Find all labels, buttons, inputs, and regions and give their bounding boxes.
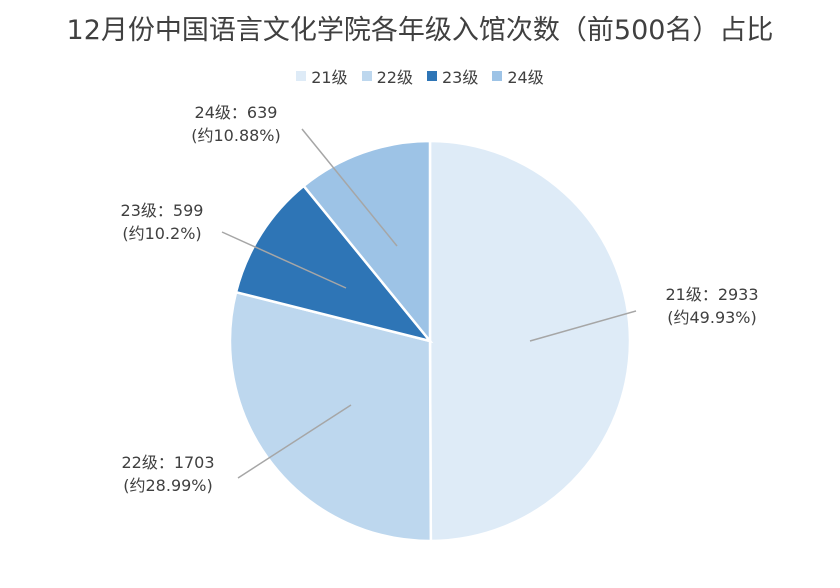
- pie-slice-1: [428, 139, 632, 543]
- legend-swatch: [427, 71, 437, 81]
- pie-slice-4: [301, 139, 432, 345]
- leader-line: [221, 231, 347, 289]
- legend-swatch: [296, 71, 307, 81]
- data-label-percent: (约10.2%): [122, 224, 201, 243]
- legend-swatch: [492, 71, 503, 81]
- legend-label: 22级: [376, 68, 413, 87]
- chart-title: 12月份中国语言文化学院各年级入馆次数（前500名）占比: [66, 15, 774, 46]
- pie-slice-2: [228, 290, 433, 543]
- leader-line: [237, 404, 352, 479]
- legend-swatch: [361, 71, 372, 81]
- legend-label: 23级: [442, 68, 479, 87]
- pie-slice-3: [234, 184, 434, 344]
- legend-item: 24级: [492, 64, 544, 88]
- data-label: 24级：639: [195, 103, 278, 122]
- data-label-percent: (约10.88%): [191, 126, 281, 145]
- legend-item: 22级: [361, 64, 413, 88]
- data-label: 22级：1703: [121, 453, 214, 472]
- leader-line: [529, 310, 637, 342]
- legend-item: 21级: [296, 64, 348, 88]
- legend-item: 23级: [427, 64, 478, 88]
- legend-label: 24级: [507, 68, 544, 87]
- data-label: 21级：2933: [665, 285, 758, 304]
- data-label: 23级：599: [121, 201, 204, 220]
- data-label-percent: (约28.99%): [123, 476, 213, 495]
- legend-label: 21级: [311, 68, 348, 87]
- data-label-percent: (约49.93%): [667, 308, 757, 327]
- leader-line: [301, 128, 398, 247]
- legend: 21级 22级 23级 24级: [0, 64, 840, 88]
